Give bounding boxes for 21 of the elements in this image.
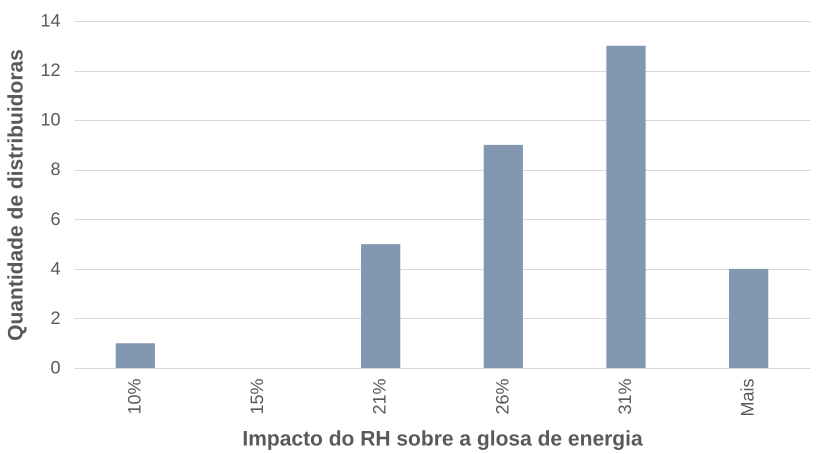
y-tick-label: 6 — [50, 208, 60, 229]
y-tick-label: 8 — [50, 159, 60, 180]
y-tick-label: 14 — [40, 10, 60, 30]
bar — [116, 343, 155, 368]
x-tick-label: Mais — [738, 378, 758, 417]
y-tick-label: 10 — [40, 110, 60, 130]
y-axis-title: Quantidade de distribuidoras — [4, 49, 28, 341]
x-tick-label: 26% — [492, 378, 512, 415]
y-tick-label: 0 — [50, 358, 60, 378]
x-tick-label: 31% — [615, 378, 635, 415]
x-axis-title: Impacto do RH sobre a glosa de energia — [242, 428, 643, 451]
x-tick-label: 10% — [124, 378, 144, 415]
bar — [361, 244, 400, 368]
x-tick-label: 21% — [370, 378, 390, 415]
y-tick-label: 2 — [50, 308, 60, 328]
bar — [484, 144, 523, 368]
bar — [729, 268, 768, 368]
bar — [606, 46, 646, 368]
x-tick-label: 15% — [247, 378, 267, 415]
y-tick-label: 4 — [50, 258, 60, 278]
y-tick-label: 12 — [40, 60, 60, 80]
